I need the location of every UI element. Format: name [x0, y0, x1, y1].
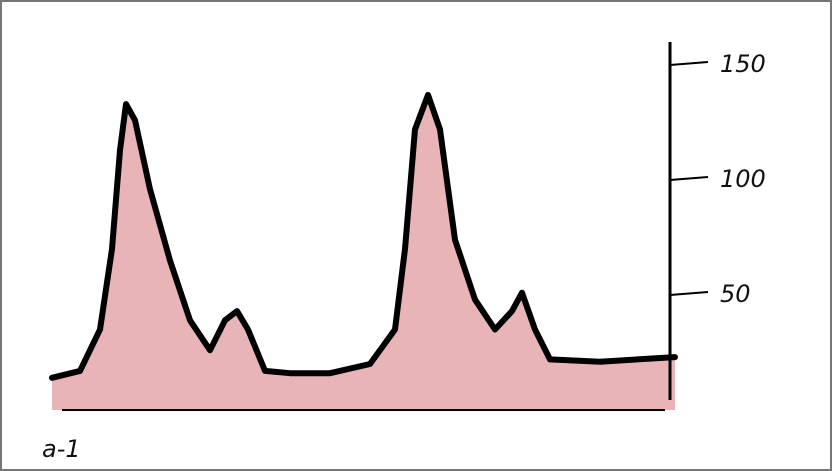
y-tick-label: 50 [720, 280, 751, 308]
chart: a-1 50 100 150 [0, 0, 832, 471]
y-tick-label: 150 [720, 50, 766, 78]
y-tick [670, 62, 708, 65]
y-tick-label: 100 [720, 165, 766, 193]
y-tick [670, 292, 708, 295]
chart-label: a-1 [42, 435, 81, 463]
y-tick [670, 177, 708, 180]
page: {"chart_data": {"type": "area", "label":… [0, 0, 832, 471]
